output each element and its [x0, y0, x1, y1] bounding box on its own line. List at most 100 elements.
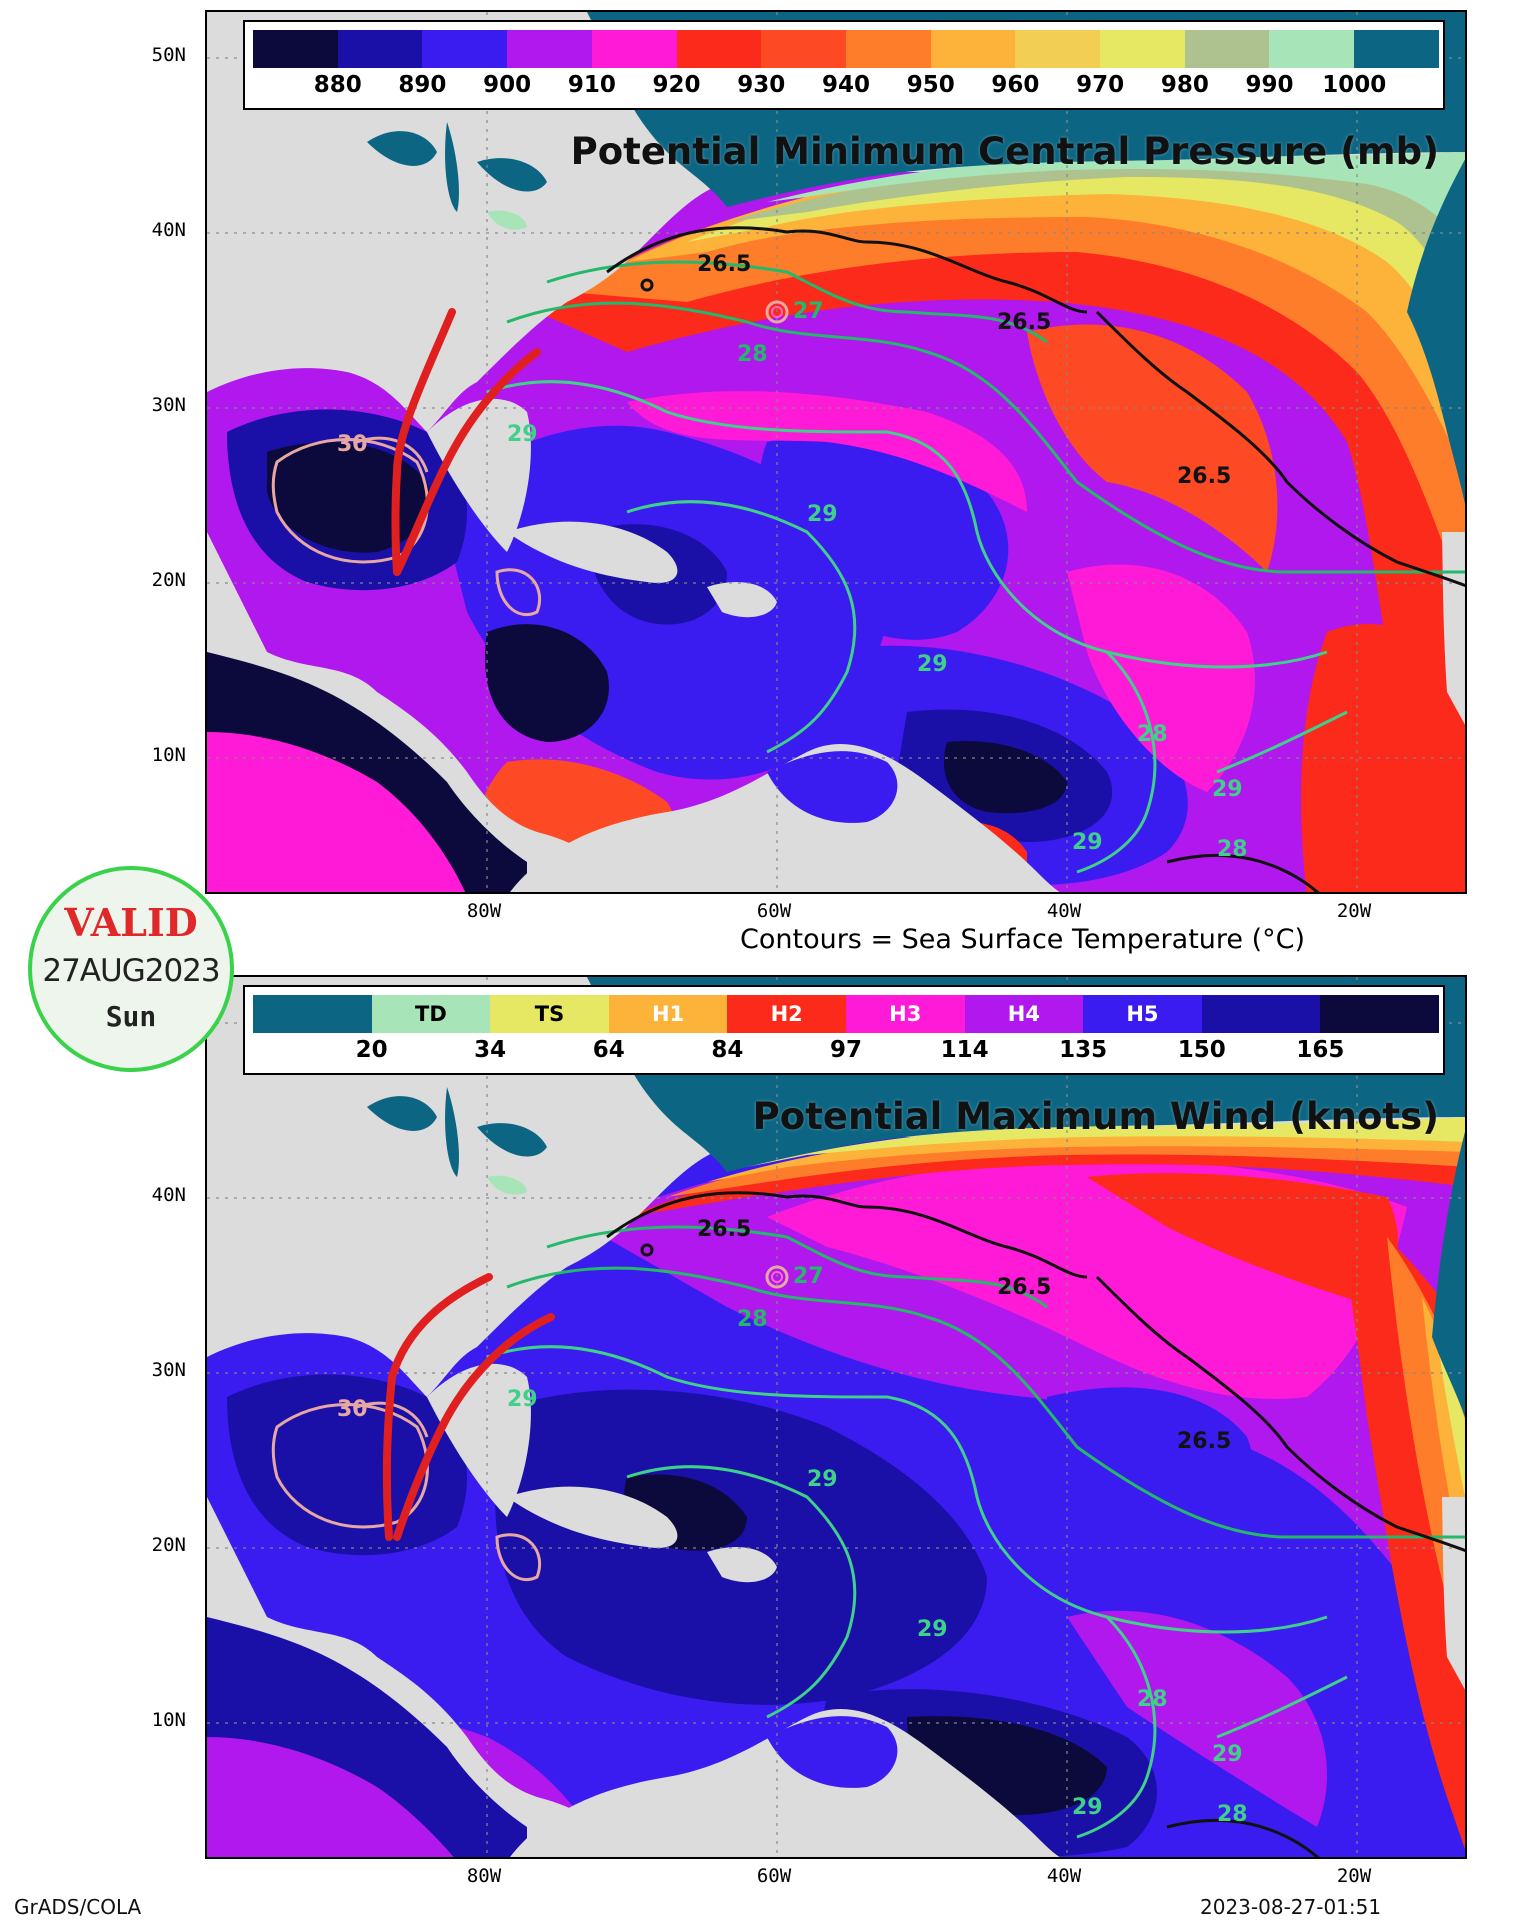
- contour-label: 29: [1212, 777, 1243, 802]
- wind-map-panel: 26.5 27 28 29 30 26.5 26.5 29 29 28 29 2…: [205, 975, 1467, 1859]
- contour-label: 28: [1217, 837, 1248, 862]
- legend-swatch: [930, 30, 1016, 68]
- legend-swatch: [337, 30, 423, 68]
- legend-swatch: [1354, 30, 1439, 68]
- legend-tick: 910: [567, 72, 616, 98]
- contour-label: 28: [1137, 722, 1168, 747]
- legend-swatch: [1015, 30, 1101, 68]
- legend-tick: 980: [1160, 72, 1209, 98]
- lat-label-40n: 40N: [151, 1184, 186, 1206]
- footer-timestamp: 2023-08-27-01:51: [1200, 1895, 1382, 1919]
- lon-label-80w: 80W: [466, 900, 502, 922]
- lat-label-30n: 30N: [151, 394, 186, 416]
- contour-label: 27: [793, 299, 824, 324]
- contour-label: 28: [737, 342, 768, 367]
- wind-title: Potential Maximum Wind (knots): [752, 1095, 1439, 1138]
- legend-tick: 960: [991, 72, 1040, 98]
- valid-date-badge: VALID 27AUG2023 Sun: [28, 866, 234, 1072]
- legend-tick: 34: [474, 1037, 507, 1063]
- wind-legend: TD TS H1 H2 H3 H4 H5 20 34 64 84 97 114 135 150 165: [243, 985, 1445, 1075]
- legend-swatch: TS: [490, 995, 609, 1033]
- legend-swatch: [676, 30, 762, 68]
- pressure-legend: 880 890 900 910 920 930 940 950 960 970 980 990 1000: [243, 20, 1445, 110]
- contour-label: 29: [917, 1617, 948, 1642]
- contour-label: 26.5: [697, 252, 752, 277]
- lon-label-60w: 60W: [756, 900, 792, 922]
- legend-swatch: H1: [608, 995, 728, 1033]
- legend-tick: 97: [829, 1037, 862, 1063]
- legend-swatch: [1320, 995, 1439, 1033]
- lon-label-20w: 20W: [1336, 900, 1372, 922]
- legend-swatch: H3: [845, 995, 965, 1033]
- contour-label: 29: [807, 1467, 838, 1492]
- contour-label: 30: [337, 432, 368, 457]
- legend-tick: 150: [1177, 1037, 1226, 1063]
- pressure-map-panel: 26.5 27 28 29 30 26.5 26.5 29 29 28 29 2…: [205, 10, 1467, 894]
- lat-label-30n: 30N: [151, 1359, 186, 1381]
- legend-swatch: [591, 30, 677, 68]
- legend-tick: 890: [398, 72, 447, 98]
- valid-title: VALID: [64, 900, 198, 945]
- legend-swatch: [1184, 30, 1270, 68]
- legend-tick: 970: [1076, 72, 1125, 98]
- contour-label: 30: [337, 1397, 368, 1422]
- contour-label: 29: [1212, 1742, 1243, 1767]
- valid-date: 27AUG2023: [42, 953, 220, 989]
- legend-swatch: H4: [964, 995, 1084, 1033]
- contour-label: 29: [807, 502, 838, 527]
- legend-swatch: H2: [727, 995, 846, 1033]
- pressure-title: Potential Minimum Central Pressure (mb): [570, 130, 1439, 173]
- valid-weekday: Sun: [105, 1000, 157, 1033]
- contour-label: 28: [1137, 1687, 1168, 1712]
- contour-label: 26.5: [997, 310, 1052, 335]
- contour-label: 26.5: [997, 1275, 1052, 1300]
- wind-swatches: TD TS H1 H2 H3 H4 H5: [253, 995, 1439, 1033]
- legend-tick: 990: [1245, 72, 1294, 98]
- contour-label: 29: [507, 422, 538, 447]
- legend-swatch: [507, 30, 592, 68]
- lon-label-80w: 80W: [466, 1865, 502, 1887]
- legend-tick: 900: [483, 72, 532, 98]
- lat-label-20n: 20N: [151, 569, 186, 591]
- lon-label-40w: 40W: [1046, 900, 1082, 922]
- contour-label: 28: [1217, 1802, 1248, 1827]
- legend-tick: 950: [906, 72, 955, 98]
- contour-label: 28: [737, 1307, 768, 1332]
- contour-label: 26.5: [1177, 1429, 1232, 1454]
- legend-tick: 880: [313, 72, 362, 98]
- legend-tick: 930: [737, 72, 786, 98]
- contour-label: 29: [507, 1387, 538, 1412]
- pressure-map: [207, 12, 1465, 892]
- contour-label: 29: [1072, 1795, 1103, 1820]
- lon-label-40w: 40W: [1046, 1865, 1082, 1887]
- legend-tick: 940: [821, 72, 870, 98]
- lon-label-60w: 60W: [756, 1865, 792, 1887]
- legend-tick: 1000: [1322, 72, 1387, 98]
- lat-label-20n: 20N: [151, 1534, 186, 1556]
- lat-label-10n: 10N: [151, 744, 186, 766]
- legend-swatch: [761, 30, 846, 68]
- legend-swatch: TD: [371, 995, 491, 1033]
- lat-label-40n: 40N: [151, 219, 186, 241]
- legend-swatch: [1201, 995, 1321, 1033]
- lon-label-20w: 20W: [1336, 1865, 1372, 1887]
- pressure-swatches: [253, 30, 1439, 68]
- legend-swatch: [253, 30, 338, 68]
- contour-label: 26.5: [1177, 464, 1232, 489]
- legend-tick: 165: [1296, 1037, 1345, 1063]
- contour-label: 29: [917, 652, 948, 677]
- lat-label-50n: 50N: [151, 44, 186, 66]
- legend-swatch: [253, 995, 372, 1033]
- legend-swatch: [1269, 30, 1355, 68]
- legend-tick: 64: [592, 1037, 625, 1063]
- legend-swatch: [845, 30, 931, 68]
- legend-swatch: [422, 30, 508, 68]
- footer-credit: GrADS/COLA: [14, 1895, 142, 1919]
- legend-tick: 114: [940, 1037, 989, 1063]
- contour-label: 27: [793, 1264, 824, 1289]
- legend-tick: 920: [652, 72, 701, 98]
- legend-tick: 135: [1059, 1037, 1108, 1063]
- wind-map: [207, 977, 1465, 1857]
- contour-label: 29: [1072, 830, 1103, 855]
- contour-label: 26.5: [697, 1217, 752, 1242]
